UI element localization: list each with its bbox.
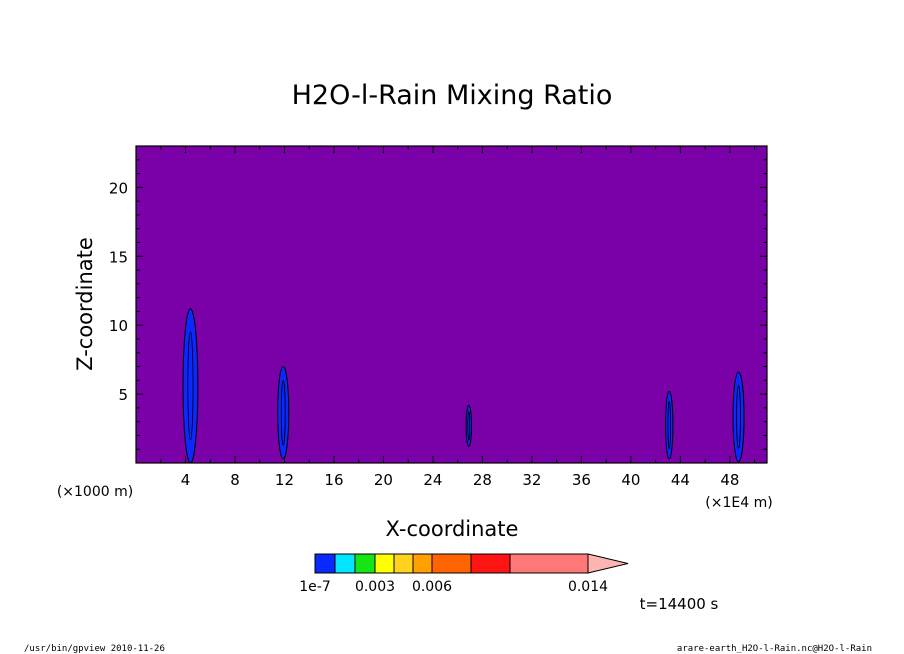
colorbar-bin [374, 553, 395, 574]
colorbar-bin [314, 553, 336, 574]
x-unit-left: (×1000 m) [57, 484, 133, 500]
plot-frame [135, 145, 768, 464]
y-tick-label: 20 [109, 179, 128, 197]
chart-title: H2O-l-Rain Mixing Ratio [292, 80, 613, 111]
colorbar-bin [334, 553, 356, 574]
colorbar-bin [412, 553, 433, 574]
y-axis-label: Z-coordinate [73, 237, 97, 371]
x-tick-label: 32 [522, 471, 541, 489]
rain-cell [277, 366, 290, 460]
rain-cell [465, 404, 473, 447]
rain-cell [732, 371, 745, 463]
rain-cell-inner-contour [467, 410, 471, 441]
x-tick-label: 28 [473, 471, 492, 489]
footer-right: arare-earth_H2O-l-Rain.nc@H2O-l-Rain [677, 644, 872, 654]
time-label: t=14400 s [640, 595, 719, 613]
x-tick-label: 20 [374, 471, 393, 489]
x-axis: 4 8 12 16 20 24 28 32 36 40 44 48 [160, 146, 756, 489]
x-tick-label: 12 [275, 471, 294, 489]
colorbar-bin [431, 553, 472, 574]
colorbar-bin [470, 553, 511, 574]
y-axis: 5 10 15 20 [109, 159, 767, 450]
footer-left: /usr/bin/gpview 2010-11-26 [24, 644, 165, 654]
x-tick-label: 48 [720, 471, 739, 489]
y-tick-label: 5 [118, 386, 128, 404]
x-tick-label: 16 [324, 471, 343, 489]
x-unit-right: (×1E4 m) [705, 495, 772, 511]
x-tick-label: 8 [230, 471, 240, 489]
plot-background [136, 146, 767, 463]
colorbar-bin [509, 553, 589, 574]
colorbar: 1e-7 0.003 0.006 0.014 [299, 553, 629, 595]
x-tick-label: 40 [621, 471, 640, 489]
x-tick-label: 44 [671, 471, 690, 489]
colorbar-label: 0.014 [568, 579, 608, 595]
x-axis-label: X-coordinate [386, 517, 519, 541]
colorbar-bin [354, 553, 376, 574]
rain-cell-inner-contour [187, 331, 194, 441]
colorbar-label: 0.003 [355, 579, 395, 595]
x-tick-label: 24 [423, 471, 442, 489]
rain-cell [665, 390, 674, 460]
plot-area [135, 145, 768, 464]
y-tick-label: 15 [109, 248, 128, 266]
colorbar-extend-arrow [587, 553, 629, 574]
colorbar-label: 1e-7 [299, 579, 330, 595]
y-tick-label: 10 [109, 317, 128, 335]
rain-cell-inner-contour [280, 379, 286, 446]
rain-cell-inner-contour [736, 385, 741, 449]
x-tick-label: 36 [572, 471, 591, 489]
colorbar-bin [393, 553, 414, 574]
x-tick-label: 4 [181, 471, 191, 489]
rain-cell-inner-contour [667, 401, 671, 450]
colorbar-label: 0.006 [412, 579, 452, 595]
